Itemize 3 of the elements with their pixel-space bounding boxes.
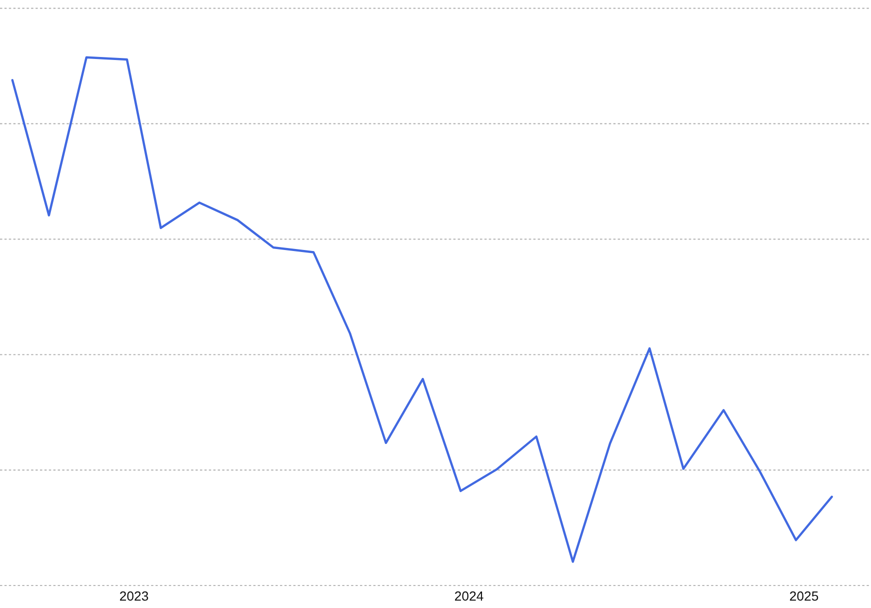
x-tick-label: 2023: [120, 591, 148, 601]
x-tick-label: 2024: [454, 591, 484, 601]
x-tick-label: 2025: [790, 591, 818, 601]
